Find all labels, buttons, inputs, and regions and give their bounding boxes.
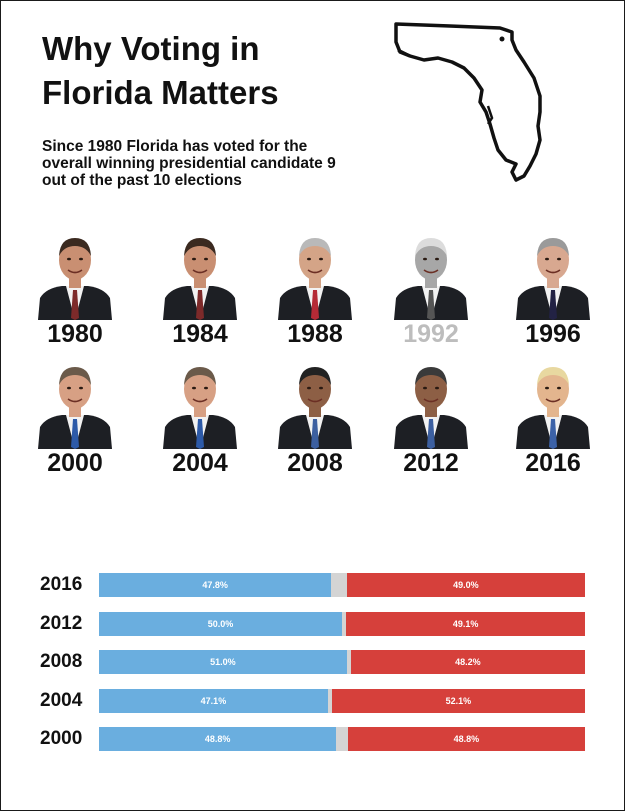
bar-row-2000: 2000 48.8% 48.8% (0, 726, 625, 752)
bar-value-label: 47.1% (200, 695, 227, 706)
bar-track: 50.0% 49.1% (99, 611, 585, 636)
president-portrait-2012 (392, 357, 470, 449)
president-portrait-1992 (392, 228, 470, 320)
president-1996: 1996 (503, 228, 603, 348)
election-year-label: 1996 (525, 320, 581, 348)
rep-bar: 49.0% (346, 573, 585, 597)
president-1984: 1984 (150, 228, 250, 348)
election-year-label: 2004 (172, 449, 228, 477)
election-year-label: 2012 (403, 449, 459, 477)
bar-track: 47.1% 52.1% (99, 688, 585, 713)
bar-row-2012: 2012 50.0% 49.1% (0, 611, 625, 637)
rep-bar: 48.8% (347, 727, 585, 751)
other-bar (346, 650, 351, 674)
president-portrait-1996 (514, 228, 592, 320)
other-bar (327, 688, 332, 713)
bar-track: 51.0% 48.2% (99, 650, 585, 674)
president-2008: 2008 (265, 357, 365, 477)
bar-year-label: 2016 (40, 574, 83, 595)
president-portrait-1988 (276, 228, 354, 320)
president-portrait-1984 (161, 228, 239, 320)
bar-value-label: 50.0% (207, 618, 234, 629)
president-portrait-2004 (161, 357, 239, 449)
bar-value-label: 49.1% (452, 618, 479, 629)
dem-bar: 51.0% (99, 650, 347, 674)
election-year-label: 2008 (287, 449, 343, 477)
president-portrait-2008 (276, 357, 354, 449)
president-1980: 1980 (25, 228, 125, 348)
president-2000: 2000 (25, 357, 125, 477)
other-bar (331, 573, 347, 597)
dem-bar: 47.8% (99, 573, 332, 597)
election-year-label: 1984 (172, 320, 228, 348)
bar-year-label: 2008 (40, 651, 83, 672)
rep-bar: 52.1% (331, 688, 585, 713)
bar-track: 47.8% 49.0% (99, 573, 585, 597)
dem-bar: 47.1% (99, 688, 328, 713)
bar-value-label: 52.1% (445, 695, 472, 706)
florida-map-icon (394, 22, 542, 182)
president-1988: 1988 (265, 228, 365, 348)
bar-value-label: 51.0% (210, 657, 236, 667)
bar-year-label: 2000 (40, 728, 83, 749)
rep-bar: 49.1% (346, 611, 585, 636)
president-portrait-1980 (36, 228, 114, 320)
dem-bar: 48.8% (99, 727, 337, 751)
election-year-label: 1988 (287, 320, 343, 348)
page-title: Why Voting in Florida Matters (42, 30, 279, 111)
bar-value-label: 48.2% (455, 657, 481, 667)
president-2016: 2016 (503, 357, 603, 477)
president-portrait-2016 (514, 357, 592, 449)
president-1992: 1992 (381, 228, 481, 348)
bar-year-label: 2012 (40, 612, 83, 634)
bar-value-label: 47.8% (202, 580, 228, 590)
bar-value-label: 48.8% (204, 734, 231, 744)
other-bar (336, 727, 348, 751)
president-portrait-2000 (36, 357, 114, 449)
bar-row-2004: 2004 47.1% 52.1% (0, 688, 625, 714)
page-subtitle: Since 1980 Florida has voted for the ove… (42, 138, 336, 189)
other-bar (342, 611, 347, 636)
bar-row-2008: 2008 51.0% 48.2% (0, 649, 625, 675)
bar-value-label: 49.0% (453, 580, 479, 590)
election-year-label: 1980 (47, 320, 103, 348)
rep-bar: 48.2% (350, 650, 585, 674)
bar-track: 48.8% 48.8% (99, 727, 585, 751)
bar-year-label: 2004 (40, 689, 83, 711)
dem-bar: 50.0% (99, 611, 342, 636)
election-year-label: 2016 (525, 449, 581, 477)
president-2004: 2004 (150, 357, 250, 477)
election-year-label: 1992 (403, 320, 459, 348)
bar-value-label: 48.8% (453, 734, 480, 744)
bar-row-2016: 2016 47.8% 49.0% (0, 572, 625, 598)
election-year-label: 2000 (47, 449, 103, 477)
president-2012: 2012 (381, 357, 481, 477)
